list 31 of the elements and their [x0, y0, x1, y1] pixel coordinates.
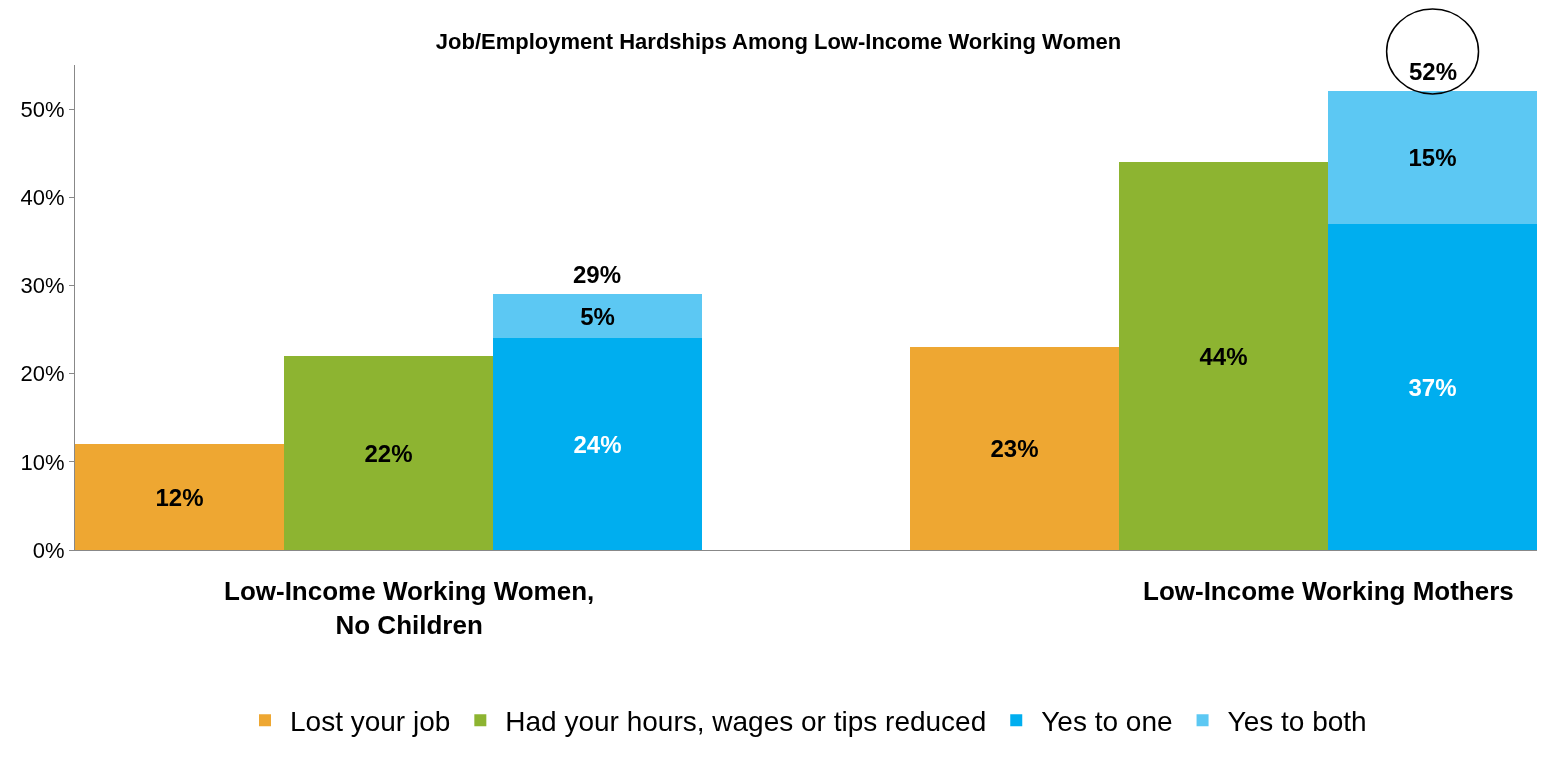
- legend-label: Yes to one: [1041, 706, 1173, 738]
- legend-label: Lost your job: [290, 706, 451, 738]
- bar: [1119, 162, 1328, 550]
- y-tick-label: 30%: [20, 273, 65, 299]
- y-tick-label: 10%: [20, 449, 65, 475]
- legend-label: Yes to both: [1227, 706, 1367, 738]
- text: Low-Income Working Mothers: [1143, 576, 1514, 606]
- bar: [1328, 224, 1537, 550]
- bar: [284, 356, 493, 550]
- total-label: 29%: [573, 261, 622, 288]
- bar: [910, 347, 1119, 550]
- chart-title: Job/Employment Hardships Among Low-Income Working Women: [435, 29, 1122, 55]
- bar: [493, 338, 702, 550]
- legend-label: Had your hours, wages or tips reduced: [505, 706, 987, 738]
- y-tick-label: 0%: [32, 537, 65, 563]
- y-tick-label: 20%: [20, 361, 65, 387]
- data-label: 44%: [1199, 342, 1248, 370]
- total-label: 52%: [1409, 58, 1458, 85]
- data-label: 23%: [990, 435, 1039, 462]
- data-label: 5%: [580, 302, 615, 330]
- data-label: 24%: [573, 430, 622, 458]
- bar: [75, 444, 284, 550]
- data-label: 12%: [155, 483, 204, 511]
- bar: [1328, 91, 1537, 224]
- y-tick-label: 50%: [20, 96, 65, 122]
- data-label: 15%: [1408, 144, 1457, 171]
- text: Low-Income Working Women, No Children: [224, 576, 595, 640]
- data-label: 22%: [364, 439, 413, 467]
- bar: [493, 294, 702, 338]
- data-label: 37%: [1408, 373, 1457, 401]
- y-tick-label: 40%: [20, 184, 65, 210]
